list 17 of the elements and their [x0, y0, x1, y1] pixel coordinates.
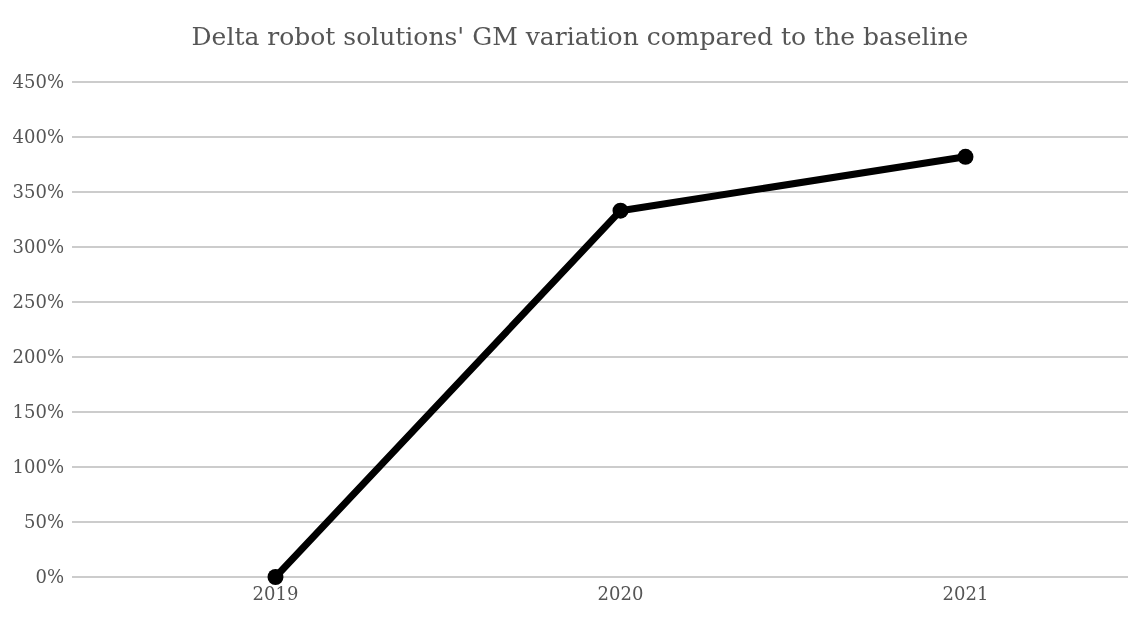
- y-tick-label: 50%: [23, 511, 64, 533]
- x-tick-label: 2020: [597, 582, 644, 604]
- y-tick-label: 450%: [12, 71, 64, 93]
- point: [957, 148, 974, 165]
- x-tick-label: 2021: [942, 582, 989, 604]
- y-tick-label: 300%: [12, 236, 64, 258]
- y-tick-label: 150%: [12, 401, 64, 423]
- y-tick-label: 350%: [12, 181, 64, 203]
- y-tick-label: 400%: [12, 126, 64, 148]
- y-tick-label: 250%: [12, 291, 64, 313]
- y-tick-label: 200%: [12, 346, 64, 368]
- y-tick-label: 0%: [35, 566, 64, 588]
- chart-title: Delta robot solutions' GM variation compared to the baseline: [191, 22, 969, 51]
- x-tick-label: 2019: [252, 582, 299, 604]
- point: [267, 569, 284, 585]
- y-tick-label: 100%: [12, 456, 64, 478]
- point: [612, 202, 629, 219]
